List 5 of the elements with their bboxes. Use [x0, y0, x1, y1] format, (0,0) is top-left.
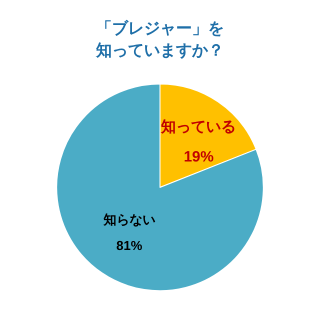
slice-label: 知らない	[102, 212, 156, 228]
data-label: 81%	[116, 238, 143, 254]
slice-label: 知っている	[160, 118, 236, 136]
chart-title: 「ブレジャー」を知っていますか？	[95, 18, 224, 60]
data-label: 19%	[184, 148, 214, 166]
